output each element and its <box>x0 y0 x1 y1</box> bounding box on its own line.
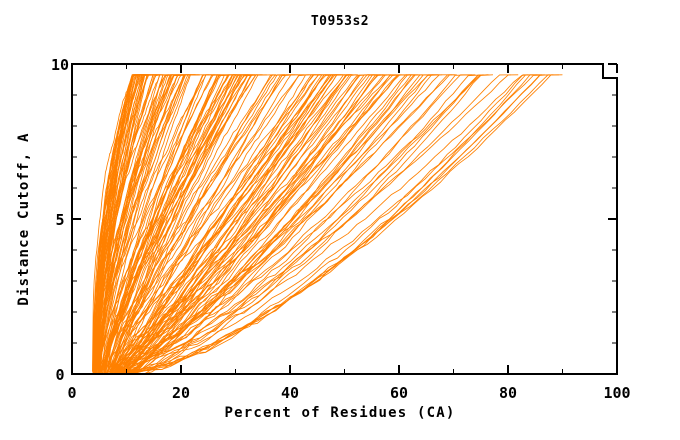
y-tick-label: 5 <box>55 211 64 229</box>
data-curve <box>111 74 384 374</box>
data-curve <box>112 74 421 374</box>
data-curve <box>102 74 250 374</box>
data-curve <box>96 74 184 371</box>
data-curve <box>92 74 147 374</box>
x-tick-label: 80 <box>499 384 517 402</box>
x-axis-title: Percent of Residues (CA) <box>224 405 455 421</box>
data-curve <box>116 74 369 374</box>
data-curve <box>117 74 519 373</box>
data-curve <box>106 74 343 371</box>
data-curve <box>96 74 178 374</box>
x-tick-label: 60 <box>390 384 408 402</box>
data-curve <box>124 74 419 374</box>
data-curve <box>113 74 457 374</box>
data-curve <box>100 74 262 374</box>
data-curve <box>108 74 323 373</box>
data-curve <box>119 74 488 374</box>
data-curve <box>120 74 490 374</box>
data-curve <box>102 74 293 374</box>
data-curve <box>99 74 182 374</box>
y-axis-title: Distance Cutoff, A <box>16 132 32 305</box>
data-curve <box>109 74 329 374</box>
chart-title: T0953s2 <box>310 14 370 29</box>
data-curve <box>112 74 296 369</box>
data-curve <box>110 74 359 374</box>
data-curve <box>127 74 494 374</box>
data-curve <box>95 74 163 370</box>
data-curve <box>113 74 294 374</box>
data-curves-group <box>92 74 563 374</box>
data-curve <box>118 74 353 371</box>
data-curve <box>118 74 408 374</box>
y-tick-label: 10 <box>51 56 69 74</box>
axis-tick-labels: 0 20 40 60 80 100 0 5 10 <box>51 56 631 402</box>
data-curve <box>100 74 238 374</box>
data-curve <box>100 74 231 371</box>
data-curve <box>98 74 234 374</box>
data-curve <box>98 74 221 372</box>
data-curve <box>105 74 221 374</box>
data-curve <box>109 74 322 372</box>
data-curve <box>98 74 216 371</box>
data-curve <box>101 74 253 370</box>
data-curve <box>103 74 276 370</box>
data-curve <box>98 74 196 374</box>
data-curve <box>97 74 197 374</box>
data-curve <box>111 74 370 374</box>
data-curve <box>100 74 231 372</box>
data-curve <box>104 74 219 374</box>
x-tick-label: 40 <box>281 384 299 402</box>
data-curve <box>121 74 529 372</box>
data-curve <box>111 74 456 374</box>
data-curve <box>97 74 201 374</box>
data-curve <box>134 74 538 374</box>
x-tick-label: 0 <box>67 384 76 402</box>
data-curve <box>108 74 254 374</box>
data-curve <box>95 74 187 374</box>
data-curve <box>106 74 249 374</box>
data-curve <box>113 74 412 371</box>
data-curve <box>105 74 352 374</box>
data-curve <box>123 74 416 374</box>
data-curve <box>109 74 397 374</box>
x-tick-label: 100 <box>603 384 630 402</box>
data-curve <box>95 74 164 369</box>
data-curve <box>92 74 142 372</box>
data-curve <box>94 74 145 371</box>
data-curve <box>108 74 277 374</box>
data-curve <box>99 74 236 374</box>
data-curve <box>115 74 476 372</box>
data-curve <box>95 74 149 370</box>
data-curve <box>125 74 413 374</box>
data-curve <box>114 74 321 374</box>
data-curve <box>127 74 560 373</box>
y-tick-label: 0 <box>55 366 64 384</box>
data-curve <box>134 74 551 374</box>
data-curve <box>98 74 189 374</box>
data-curve <box>132 74 512 372</box>
data-curve <box>110 74 330 374</box>
data-curve <box>108 74 305 374</box>
data-curve <box>127 74 439 372</box>
x-tick-label: 20 <box>172 384 190 402</box>
data-curve <box>111 74 286 374</box>
data-curve <box>107 74 237 371</box>
axis-ticks <box>71 63 618 375</box>
data-curve <box>97 74 172 371</box>
data-curve <box>117 74 344 371</box>
data-curve <box>97 74 210 374</box>
data-curve <box>122 74 411 374</box>
data-curve <box>94 74 142 374</box>
data-curve <box>121 74 439 374</box>
data-curve <box>112 74 489 374</box>
data-curve <box>96 74 169 373</box>
data-curve <box>104 74 342 374</box>
